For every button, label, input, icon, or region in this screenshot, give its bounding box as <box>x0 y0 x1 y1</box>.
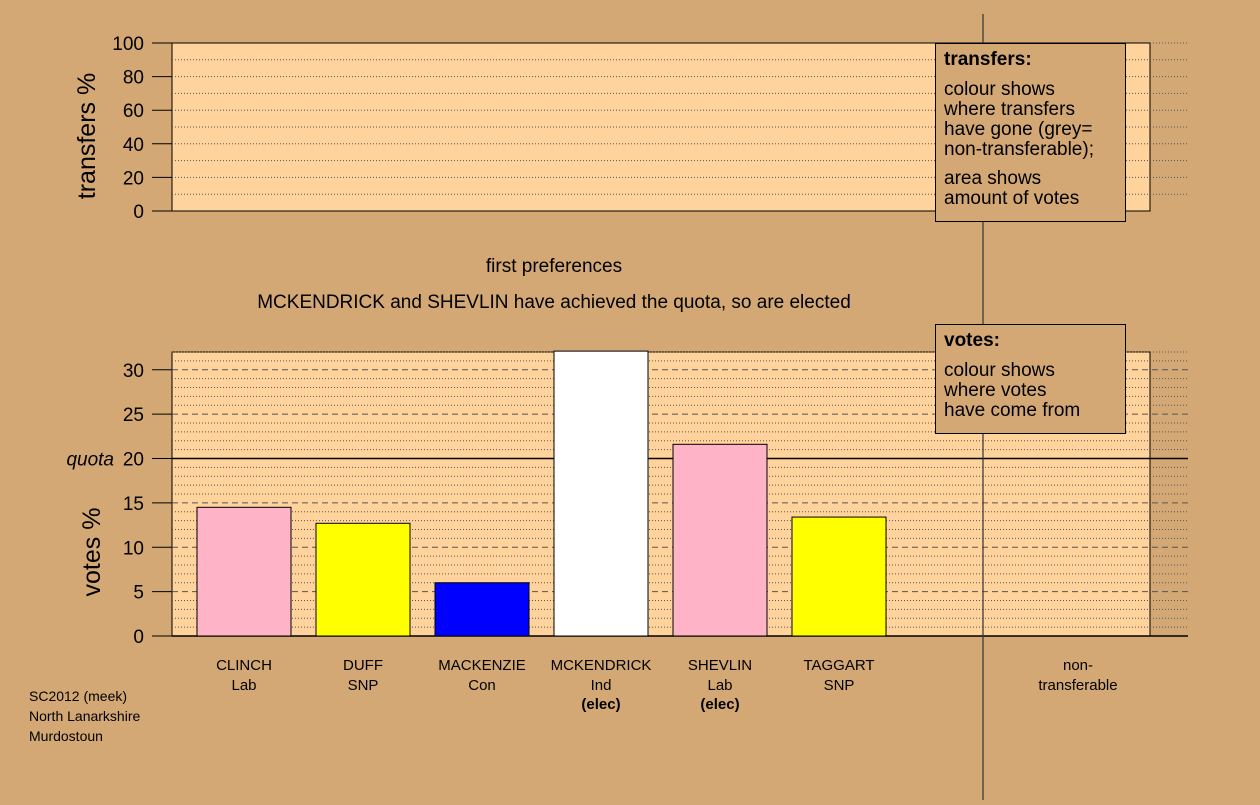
candidate-name-label: SHEVLIN <box>688 657 752 674</box>
legend-votes-line: colour shows <box>944 360 1055 381</box>
footer-info: SC2012 (meek) North Lanarkshire Murdosto… <box>29 686 140 746</box>
votes-y-tick-label: 20 <box>123 450 144 471</box>
vote-bar-mckendrick <box>553 350 649 637</box>
vote-bar-shevlin <box>672 443 768 637</box>
transfers-y-tick-label: 40 <box>123 135 144 156</box>
legend-transfers-line: colour shows <box>944 79 1055 100</box>
vote-bar-taggart <box>791 516 887 637</box>
legend-votes-line: where votes <box>944 380 1047 401</box>
footer-method: SC2012 (meek) <box>29 688 128 704</box>
votes-y-tick-label: 0 <box>133 627 144 648</box>
quota-label: quota <box>66 450 114 471</box>
candidate-party-label: SNP <box>824 677 855 694</box>
legend-votes-line: have come from <box>944 400 1081 421</box>
candidate-elected-label: (elec) <box>581 696 620 713</box>
legend-transfers-title: transfers: <box>944 49 1032 70</box>
vote-bar-mackenzie <box>434 582 530 637</box>
transfers-y-tick-label: 80 <box>123 68 144 89</box>
votes-y-tick-label: 30 <box>123 361 144 382</box>
legend-votes-title: votes: <box>944 330 1000 351</box>
transfers-y-tick-label: 60 <box>123 101 144 122</box>
transfers-y-axis-label: transfers % <box>73 73 101 199</box>
vote-bar-clinch <box>196 506 292 637</box>
legend-transfers: transfers: colour shows where transfers … <box>935 43 1126 222</box>
candidate-party-label: Con <box>468 677 496 694</box>
footer-ward: Murdostoun <box>29 728 103 744</box>
transfers-y-tick-label: 0 <box>133 202 144 223</box>
round-label: first preferences <box>485 256 623 277</box>
footer-council: North Lanarkshire <box>29 708 141 724</box>
candidate-name-label: MCKENDRICK <box>551 657 652 674</box>
legend-votes: votes: colour shows where votes have com… <box>935 324 1126 434</box>
legend-transfers-line: area shows <box>944 168 1042 189</box>
candidate-name-label: CLINCH <box>216 657 272 674</box>
votes-y-tick-label: 15 <box>123 494 144 515</box>
candidate-name-label: MACKENZIE <box>438 657 526 674</box>
votes-y-axis-label: votes % <box>78 508 106 597</box>
candidate-elected-label: (elec) <box>700 696 739 713</box>
legend-transfers-line: have gone (grey= <box>944 119 1093 140</box>
status-message: MCKENDRICK and SHEVLIN have achieved the… <box>257 292 851 313</box>
votes-y-tick-label: 5 <box>133 583 144 604</box>
transfers-y-tick-label: 100 <box>112 34 144 55</box>
candidate-party-label: SNP <box>348 677 379 694</box>
legend-transfers-line: non-transferable); <box>944 139 1094 160</box>
candidate-party-label: Lab <box>707 677 732 694</box>
nontransferable-label: transferable <box>1038 677 1117 694</box>
votes-y-tick-label: 25 <box>123 405 144 426</box>
candidate-party-label: Lab <box>231 677 256 694</box>
nontransferable-label: non- <box>1063 657 1093 674</box>
votes-y-tick-label: 10 <box>123 538 144 559</box>
vote-bar-duff <box>315 522 411 637</box>
candidate-party-label: Ind <box>591 677 612 694</box>
transfers-y-tick-label: 20 <box>123 168 144 189</box>
legend-transfers-line: amount of votes <box>944 188 1080 209</box>
candidate-name-label: TAGGART <box>803 657 874 674</box>
candidate-name-label: DUFF <box>343 657 383 674</box>
legend-transfers-line: where transfers <box>944 99 1075 120</box>
